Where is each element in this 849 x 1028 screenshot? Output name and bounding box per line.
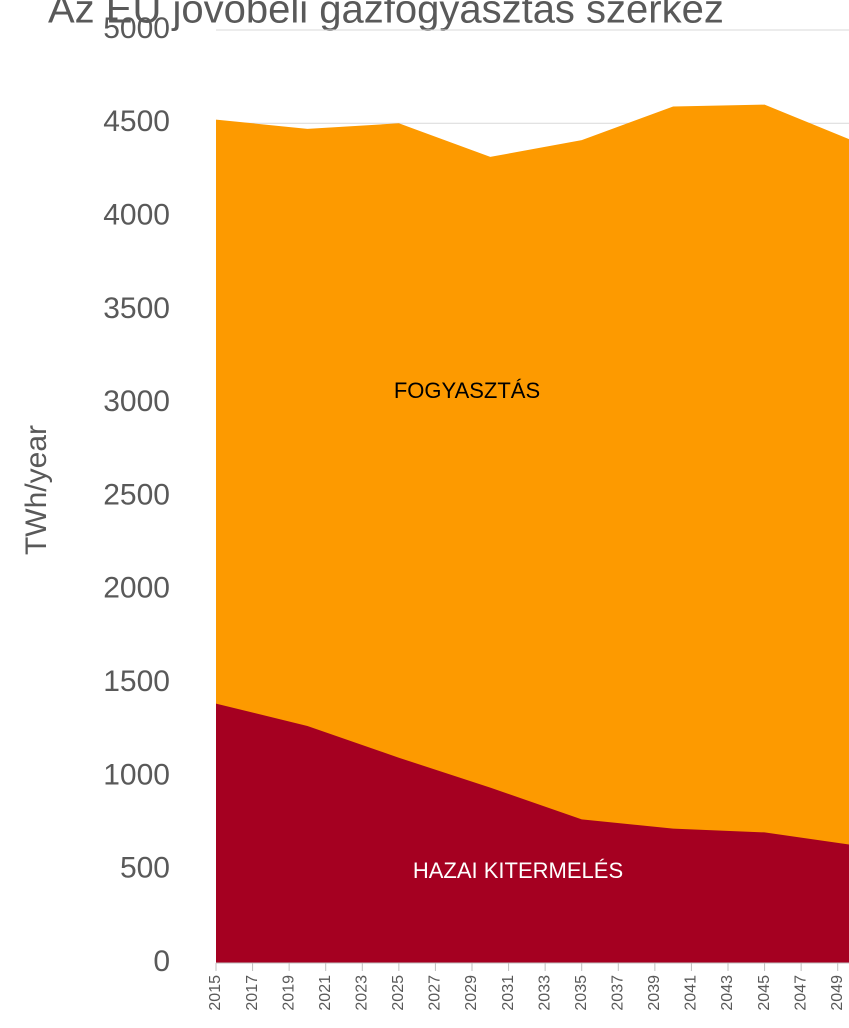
y-tick-label: 1500 [103,665,170,698]
y-tick-label: 4500 [103,105,170,138]
area [216,104,849,963]
chart-title: Az EU jövőbeli gázfogyasztás szerkez [48,0,724,32]
x-tick-label: 2039 [646,975,663,1011]
x-tick-label: 2029 [463,975,480,1011]
x-tick-label: 2021 [317,975,334,1011]
x-tick-label: 2023 [354,975,371,1011]
area [216,703,849,963]
x-tick-label: 2047 [792,975,809,1011]
y-tick-label: 5000 [103,12,170,45]
series-label: FOGYASZTÁS [394,378,540,403]
x-tick-label: 2019 [280,975,297,1011]
y-tick-label: 2000 [103,572,170,605]
x-tick-label: 2041 [683,975,700,1011]
x-tick-label: 2025 [390,975,407,1011]
x-tick-label: 2045 [756,975,773,1011]
y-tick-label: 2500 [103,478,170,511]
x-tick-label: 2031 [500,975,517,1011]
y-tick-label: 500 [120,852,170,885]
x-tick-label: 2033 [536,975,553,1011]
x-tick-label: 2049 [829,975,846,1011]
y-tick-label: 0 [153,945,170,978]
y-axis-label: TWh/year [20,425,53,555]
x-tick-label: 2035 [573,975,590,1011]
y-tick-label: 3000 [103,385,170,418]
y-tick-label: 3500 [103,292,170,325]
x-tick-label: 2027 [427,975,444,1011]
y-tick-label: 1000 [103,758,170,791]
x-tick-label: 2037 [610,975,627,1011]
y-tick-label: 4000 [103,199,170,232]
x-tick-label: 2017 [244,975,261,1011]
x-tick-label: 2043 [719,975,736,1011]
series-label: HAZAI KITERMELÉS [413,858,623,883]
x-tick-label: 2015 [207,975,224,1011]
